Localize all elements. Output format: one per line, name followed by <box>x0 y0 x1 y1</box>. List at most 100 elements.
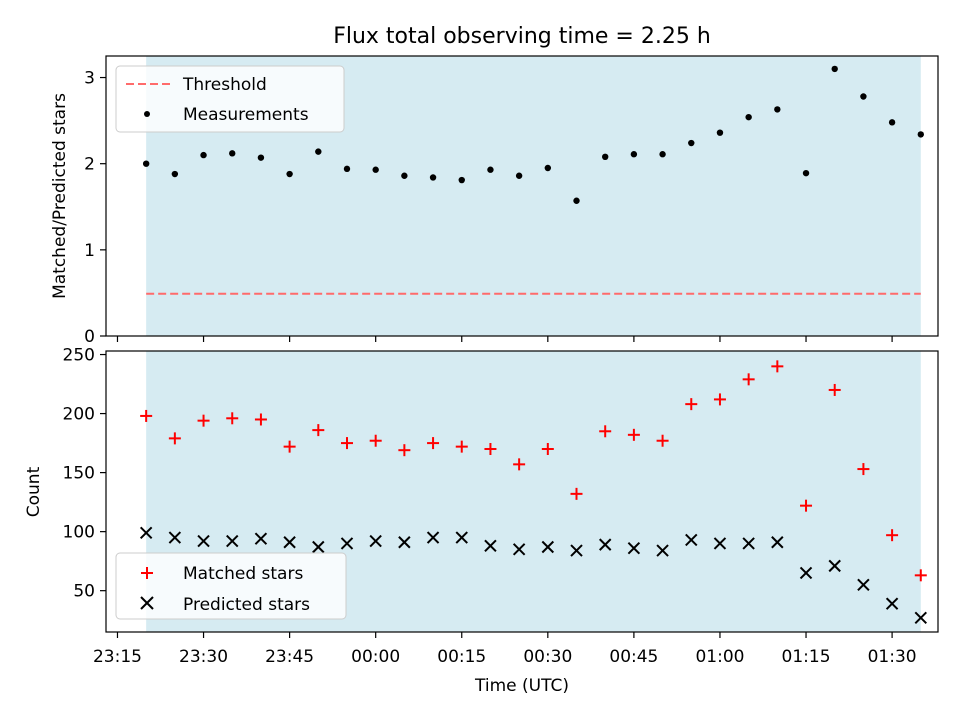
measurement-point <box>429 174 437 181</box>
predicted-star-point <box>168 531 182 544</box>
count-panel: 50 100 150 200 250 23:15 23:30 23:45 00:00 00:15… <box>24 346 939 696</box>
measurement-point <box>630 151 638 158</box>
matched-star-point <box>771 360 784 373</box>
measurement-point <box>257 154 265 161</box>
predicted-star-point <box>742 537 755 550</box>
predicted-stars-series <box>139 526 927 625</box>
measurement-point <box>200 151 207 159</box>
predicted-star-point <box>570 544 583 557</box>
matched-star-point <box>800 499 813 512</box>
predicted-star-point <box>598 538 612 551</box>
matched-star-point <box>197 414 210 427</box>
matched-star-point <box>828 383 841 396</box>
matched-star-point <box>513 458 526 471</box>
threshold-legend-label: Threshold <box>182 75 267 95</box>
x-tick-label: 23:45 <box>265 647 314 667</box>
predicted-star-point <box>139 526 153 540</box>
matched-star-point <box>427 437 440 450</box>
matched-star-point <box>627 428 640 441</box>
predicted-star-point <box>369 534 382 548</box>
count-y-label: Count <box>24 466 44 517</box>
y-tick-label: 50 <box>73 582 95 602</box>
predicted-star-point <box>541 540 555 554</box>
matched-star-point <box>484 442 497 455</box>
x-tick-label: 23:30 <box>179 647 228 667</box>
measurement-point <box>860 93 867 100</box>
matched-star-point <box>685 398 698 411</box>
ratio-axes-frame <box>105 55 939 337</box>
predicted-legend-label: Predicted stars <box>183 595 310 615</box>
x-tick-label: 01:00 <box>695 647 744 667</box>
measurement-point <box>688 139 695 147</box>
x-tick-label: 00:45 <box>609 647 658 667</box>
measurement-point <box>888 119 896 126</box>
x-tick-label: 00:30 <box>523 647 572 667</box>
matched-star-point <box>369 434 382 447</box>
measurement-point <box>343 165 351 173</box>
measurement-point <box>716 129 724 136</box>
predicted-star-point <box>340 537 354 550</box>
measurement-point <box>171 170 179 178</box>
matched-star-point <box>570 487 583 500</box>
matched-star-point <box>914 569 927 582</box>
measurement-point <box>286 170 293 178</box>
x-axis-label: Time (UTC) <box>474 676 569 696</box>
matched-star-point <box>656 434 669 447</box>
predicted-star-point <box>226 534 239 548</box>
predicted-star-point <box>312 540 325 554</box>
measurement-point <box>372 166 379 173</box>
predicted-star-point <box>398 536 411 549</box>
predicted-star-point <box>512 543 526 556</box>
predicted-star-point <box>656 544 669 557</box>
measurement-point <box>573 197 580 204</box>
predicted-star-point <box>197 534 210 548</box>
matched-star-point <box>455 440 468 453</box>
predicted-star-point <box>885 597 899 610</box>
ratio-y-label: Matched/Predicted stars <box>50 93 70 299</box>
predicted-star-point <box>283 536 296 549</box>
predicted-star-point <box>685 533 698 547</box>
y-tick-label: 100 <box>63 523 95 543</box>
matched-legend-label: Matched stars <box>183 564 303 584</box>
ratio-y-axis: 0 1 2 3 <box>84 69 106 347</box>
chart-title: Flux total observing time = 2.25 h <box>333 24 711 49</box>
predicted-star-point <box>828 559 841 573</box>
measurement-point <box>487 166 494 173</box>
matched-star-point <box>398 444 411 457</box>
measurement-point <box>142 160 150 167</box>
y-tick-label: 250 <box>63 346 95 366</box>
ratio-legend: Threshold Measurements <box>115 65 345 133</box>
predicted-legend-marker <box>140 596 154 610</box>
predicted-star-point <box>914 611 927 625</box>
y-tick-label: 150 <box>63 464 95 484</box>
y-tick-label: 0 <box>84 327 95 347</box>
predicted-star-point <box>771 536 784 549</box>
predicted-star-point <box>484 539 497 553</box>
measurements-series <box>142 65 924 204</box>
measurement-point <box>458 176 465 184</box>
matched-star-point <box>886 529 899 542</box>
measurement-point <box>515 172 523 179</box>
measurements-legend-label: Measurements <box>183 105 309 125</box>
predicted-star-point <box>627 541 641 555</box>
count-axes-frame <box>105 350 939 633</box>
matched-star-point <box>283 440 296 453</box>
matched-star-point <box>857 463 870 476</box>
measurement-point <box>315 148 322 155</box>
count-legend: Matched stars Predicted stars <box>115 552 347 620</box>
matched-star-point <box>541 442 554 455</box>
matched-star-point <box>140 409 153 422</box>
predicted-star-point <box>426 531 440 544</box>
matched-star-point <box>254 413 267 426</box>
measurement-point <box>401 172 408 179</box>
matched-star-point <box>599 425 612 438</box>
ratio-legend-box <box>115 65 345 133</box>
time-x-axis: 23:15 23:30 23:45 00:00 00:15 00:30 00:45 01:00… <box>93 632 917 667</box>
measurement-point <box>602 153 609 160</box>
count-y-axis: 50 100 150 200 250 <box>63 346 106 602</box>
predicted-star-point <box>713 537 727 550</box>
measurement-point <box>802 169 810 177</box>
measurement-point <box>659 151 666 158</box>
measurement-point <box>774 106 781 113</box>
x-tick-label: 01:15 <box>782 647 831 667</box>
